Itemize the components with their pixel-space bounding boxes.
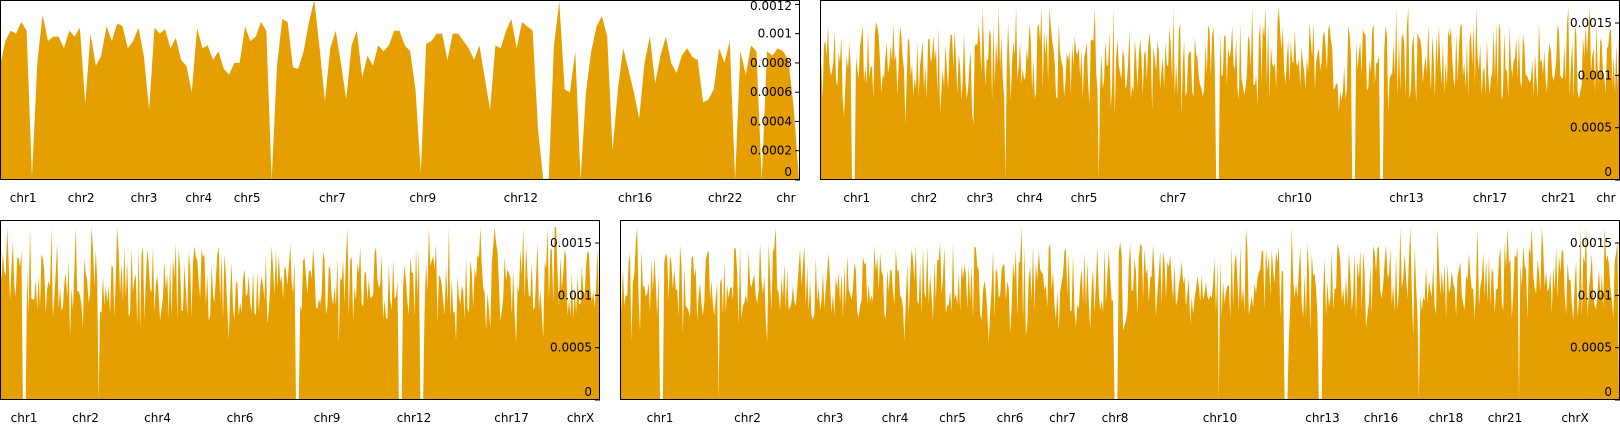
chromosome-label: chr4 <box>882 411 909 425</box>
y-tick-label: 0 <box>784 165 792 179</box>
chromosome-label: chr1 <box>10 191 37 205</box>
chromosome-label: chr3 <box>131 191 158 205</box>
chromosome-label: chr18 <box>1429 411 1463 425</box>
chromosome-label: chr13 <box>1389 191 1423 205</box>
y-tick-label: 0.0005 <box>550 341 592 355</box>
chromosome-label: chr4 <box>1016 191 1043 205</box>
chromosome-label: chr9 <box>409 191 436 205</box>
chromosome-label: chr1 <box>647 411 674 425</box>
chromosome-label: chr6 <box>997 411 1024 425</box>
chromosome-label: chr10 <box>1278 191 1312 205</box>
chromosome-label: chr1 <box>11 411 38 425</box>
chromosome-label: chr2 <box>72 411 99 425</box>
chromosome-label: chr16 <box>618 191 652 205</box>
chromosome-label: chr12 <box>397 411 431 425</box>
plot-frame <box>0 220 600 400</box>
coverage-panel-top-left: 0 0.0002 0.0004 0.0006 0.0008 0.001 0.0012 chr1… <box>0 0 800 205</box>
chromosome-label: chr3 <box>817 411 844 425</box>
chromosome-label: chr5 <box>1071 191 1098 205</box>
coverage-area <box>0 0 799 180</box>
y-tick-label: 0 <box>584 385 592 399</box>
coverage-area <box>0 227 599 400</box>
chromosome-label: chr <box>1596 191 1615 205</box>
y-tick-label: 0.001 <box>1578 68 1612 82</box>
chromosome-label: chrX <box>567 411 594 425</box>
y-tick-label: 0.0012 <box>750 0 792 13</box>
chromosome-label: chr7 <box>319 191 346 205</box>
chromosome-label: chr5 <box>939 411 966 425</box>
chromosome-label: chr2 <box>911 191 938 205</box>
chromosome-label: chr4 <box>144 411 171 425</box>
y-tick-label: 0.001 <box>558 288 592 302</box>
y-tick-label: 0.0006 <box>750 85 792 99</box>
y-tick-label: 0.001 <box>758 27 792 41</box>
y-tick-label: 0.0005 <box>1570 341 1612 355</box>
coverage-panel-bottom-left: 0 0.0005 0.001 0.0015 chr1 chr2 chr4 chr6 chr9 ch… <box>0 220 600 425</box>
y-tick-label: 0.0005 <box>1570 121 1612 135</box>
chromosome-label: chr8 <box>1102 411 1129 425</box>
y-tick-label: 0 <box>1604 165 1612 179</box>
chromosome-label: chr6 <box>227 411 254 425</box>
y-tick-label: 0.0015 <box>550 236 592 250</box>
chromosome-label: chr2 <box>734 411 761 425</box>
y-tick-label: 0.0004 <box>750 114 792 128</box>
coverage-area <box>620 227 1619 400</box>
y-tick-label: 0.0015 <box>1570 236 1612 250</box>
chromosome-label: chr10 <box>1203 411 1237 425</box>
y-tick-label: 0.001 <box>1578 288 1612 302</box>
coverage-panel-top-right: 0 0.0005 0.001 0.0015 chr1 chr2 chr3 chr4 chr5 ch… <box>820 0 1620 205</box>
chromosome-label: chr13 <box>1305 411 1339 425</box>
chromosome-label: chr21 <box>1541 191 1575 205</box>
y-tick-label: 0.0008 <box>750 56 792 70</box>
coverage-panel-bottom-right: 0 0.0005 0.001 0.0015 chr1 chr2 chr3 chr4 chr5 ch… <box>620 220 1620 425</box>
y-tick-label: 0.0002 <box>750 144 792 158</box>
chromosome-label: chr3 <box>967 191 994 205</box>
chromosome-label: chr7 <box>1049 411 1076 425</box>
chromosome-label: chr22 <box>708 191 742 205</box>
y-tick-label: 0 <box>1604 385 1612 399</box>
chromosome-label: chrX <box>1561 411 1588 425</box>
chromosome-label: chr1 <box>843 191 870 205</box>
y-tick-label: 0.0015 <box>1570 16 1612 30</box>
chromosome-label: chr16 <box>1364 411 1398 425</box>
plot-frame <box>0 0 800 180</box>
chromosome-label: chr2 <box>68 191 95 205</box>
chromosome-label: chr21 <box>1488 411 1522 425</box>
chromosome-label: chr4 <box>185 191 212 205</box>
chromosome-label: chr9 <box>314 411 341 425</box>
chromosome-label: chr12 <box>504 191 538 205</box>
chromosome-label: chr17 <box>1473 191 1507 205</box>
chromosome-label: chr5 <box>234 191 261 205</box>
chromosome-label: chr <box>776 191 795 205</box>
chromosome-label: chr7 <box>1160 191 1187 205</box>
coverage-area <box>820 7 1619 181</box>
chromosome-label: chr17 <box>494 411 528 425</box>
